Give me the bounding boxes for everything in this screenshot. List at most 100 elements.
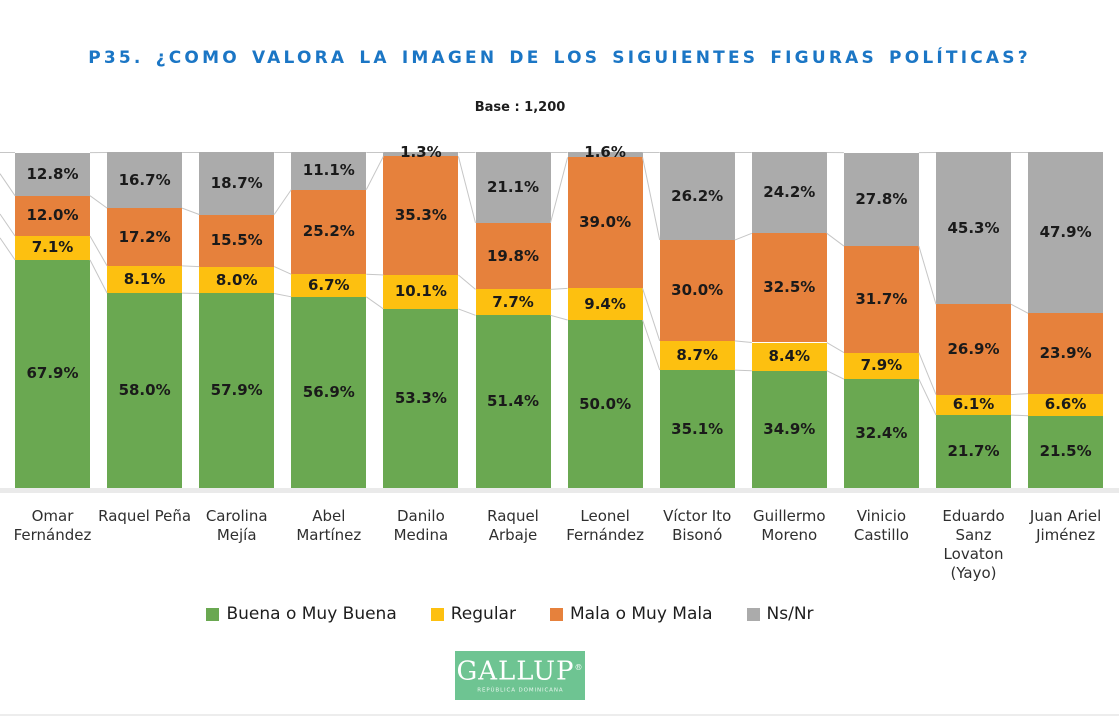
legend-item: Mala o Muy Mala (549, 604, 713, 624)
bar-segment (291, 296, 367, 488)
segment-value-label: 27.8% (855, 189, 908, 208)
segment-value-label: 9.4% (584, 294, 626, 313)
bar-segment (383, 274, 459, 309)
bar-segment (843, 352, 919, 380)
bar-segment (567, 157, 643, 289)
segment-value-label: 10.1% (394, 282, 447, 301)
segment-value-label: 25.2% (302, 222, 355, 241)
segment-value-label: 57.9% (210, 381, 263, 400)
segment-value-label: 6.1% (952, 395, 995, 414)
segment-value-label: 12.8% (26, 164, 79, 183)
bar-segment (383, 156, 459, 275)
segment-value-label: 8.1% (123, 270, 166, 288)
bar-segment (383, 152, 459, 157)
segment-value-label: 31.7% (855, 289, 908, 308)
segment-value-label: 51.4% (486, 392, 540, 411)
bar-segment (936, 394, 1011, 416)
segment-value-label: 45.3% (947, 218, 1000, 237)
legend-label: Regular (450, 604, 516, 624)
bar-segment (475, 222, 551, 290)
category-label: Raquel Arbaje (487, 507, 539, 544)
segment-value-label: 23.9% (1039, 343, 1092, 362)
bar-segment (936, 304, 1011, 395)
category-label: Vinicio Castillo (853, 507, 909, 544)
segment-value-label: 7.1% (31, 238, 74, 257)
bar-segment (15, 152, 90, 196)
bar-segment (107, 208, 183, 266)
legend-label: Mala o Muy Mala (569, 604, 713, 624)
bar-segment (199, 151, 275, 215)
category-axis: Omar Fernández Raquel Peña Carolina Mejía A… (0, 507, 1119, 602)
segment-value-label: 35.3% (394, 206, 447, 225)
category-label: Guillermo Moreno (753, 507, 826, 544)
segment-value-label: 8.0% (215, 270, 258, 289)
segment-value-label: 34.9% (763, 419, 816, 438)
page-bottom-border (0, 714, 1119, 716)
bar-segment (567, 152, 643, 158)
segment-value-label: 56.9% (302, 382, 355, 401)
segment-value-label: 50.0% (579, 394, 632, 413)
legend: Buena o Muy Buena Regular Mala o Muy Mala N… (0, 604, 1020, 624)
bar-segment (1028, 415, 1104, 488)
segment-value-label: 58.0% (118, 381, 171, 400)
category-label: Omar Fernández (13, 507, 92, 544)
segment-value-label: 18.7% (210, 173, 263, 192)
bar-segment (751, 152, 827, 234)
registered-trademark-icon: ® (574, 663, 584, 673)
segment-value-label: 7.7% (492, 292, 534, 311)
segment-value-label: 15.5% (210, 231, 263, 250)
segment-value-label: 6.6% (1044, 395, 1087, 414)
segment-value-label: 8.4% (768, 347, 811, 366)
bar-segment (843, 152, 919, 247)
segment-value-label: 1.6% (584, 143, 626, 161)
bar-segment (1028, 393, 1104, 416)
bar-segment (107, 152, 183, 209)
segment-value-label: 17.2% (118, 227, 171, 246)
category-label: Abel Martínez (296, 507, 362, 544)
segment-value-label: 1.3% (400, 143, 442, 161)
segment-value-label: 16.7% (118, 170, 171, 189)
bar-segment (843, 246, 919, 353)
segment-value-label: 8.7% (676, 345, 718, 364)
bar-segment (107, 293, 183, 488)
bar-segment (659, 370, 735, 488)
legend-item: Buena o Muy Buena (206, 604, 397, 624)
category-label: Leonel Fernández (566, 507, 644, 544)
segment-value-label: 26.2% (671, 186, 724, 205)
category-label: Carolina Mejía (205, 507, 268, 544)
category-label: Eduardo Sanz Lovaton (Yayo) (942, 507, 1005, 582)
legend-label: Buena o Muy Buena (226, 604, 397, 624)
legend-swatch-icon (430, 607, 444, 621)
segment-value-label: 32.4% (855, 424, 908, 443)
bar-segment (936, 152, 1011, 305)
plot-area: 67.9% 7.1% 12.0% 12.8% 58.0% 8.1% 17.2% 16.7% 57… (0, 143, 1119, 488)
bar-segment (291, 189, 367, 275)
gallup-logo-caption: REPÚBLICA DOMINICANA (476, 686, 564, 693)
chart-title: P35. ¿COMO VALORA LA IMAGEN DE LOS SIGUI… (88, 48, 1031, 68)
bar-segment (751, 233, 827, 343)
category-label: Juan Ariel Jiménez (1029, 507, 1102, 544)
bar-segment (659, 340, 735, 371)
bar-segment (751, 342, 827, 371)
segment-value-label: 53.3% (394, 388, 447, 407)
gallup-logo: GALLUP® REPÚBLICA DOMINICANA (455, 651, 585, 700)
bar-segment (199, 293, 275, 488)
segment-value-label: 30.0% (671, 280, 724, 299)
bar-segment (659, 240, 735, 341)
bar-segment (843, 379, 919, 488)
segment-value-label: 6.7% (307, 276, 350, 295)
bar-segment (1028, 313, 1104, 394)
segment-value-label: 11.1% (302, 161, 355, 180)
bar-segment (659, 152, 735, 241)
segment-value-label: 21.7% (947, 442, 1000, 461)
bar-segment (15, 236, 90, 260)
category-label: Víctor Ito Bisonó (663, 507, 732, 544)
bar-segment (475, 152, 551, 223)
legend-item: Ns/Nr (746, 604, 814, 624)
legend-item: Regular (430, 604, 516, 624)
legend-swatch-icon (549, 607, 563, 621)
x-axis-line (0, 488, 1119, 493)
segment-value-label: 39.0% (579, 213, 632, 232)
gallup-logo-text: GALLUP® (456, 656, 584, 687)
